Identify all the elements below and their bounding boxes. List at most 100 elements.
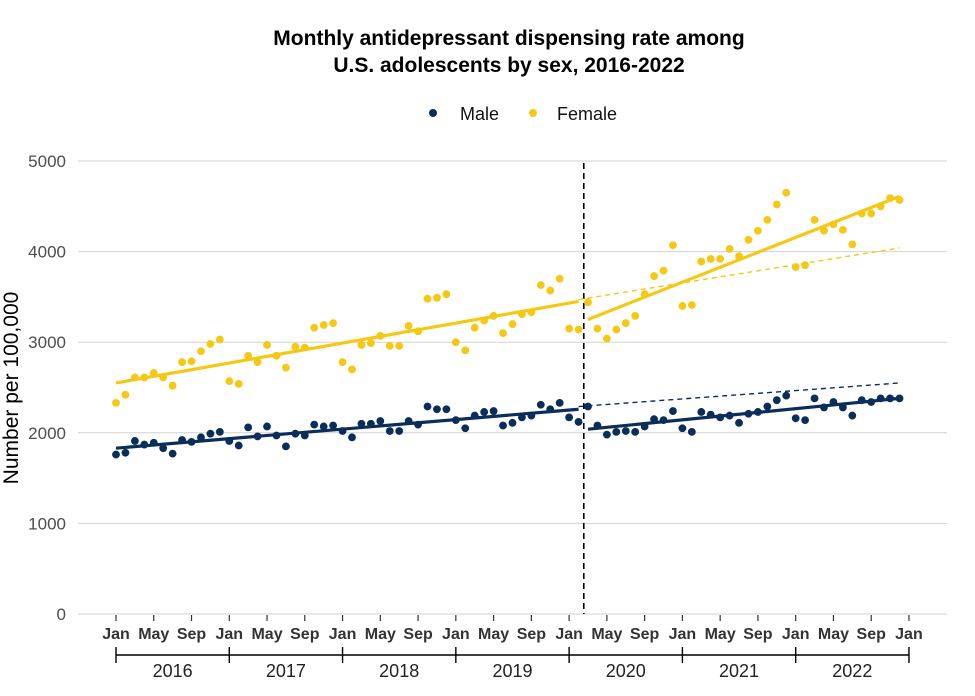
male-point-11: [215, 427, 224, 436]
male-point-67: [744, 409, 753, 418]
female-point-60: [678, 302, 687, 310]
male-point-78: [848, 411, 857, 420]
male-point-60: [678, 424, 687, 433]
female-point-64: [716, 254, 725, 263]
male-point-61: [687, 427, 696, 436]
female-point-75: [820, 226, 828, 235]
male-point-24: [338, 427, 347, 435]
male-point-75: [820, 403, 828, 412]
female-point-32: [414, 327, 422, 336]
male-point-3: [140, 440, 149, 449]
female-point-12: [225, 377, 234, 386]
male-point-66: [735, 418, 743, 427]
female-point-83: [895, 196, 904, 204]
female-point-9: [197, 347, 205, 356]
male-point-80: [867, 398, 876, 406]
female-point-78: [848, 240, 857, 249]
year-label-2018: 2018: [379, 661, 419, 681]
female-point-79: [857, 209, 866, 218]
female-trend-post: [587, 194, 901, 322]
year-label-2020: 2020: [606, 661, 646, 681]
x-axis: Jan May Sep Jan May Sep Jan May Sep Jan May Sep Jan M…: [102, 615, 923, 681]
male-trend-pre: [115, 407, 579, 450]
male-point-8: [187, 437, 196, 446]
female-counterfactual: [578, 247, 900, 301]
x-tick-label-20: Sep: [290, 626, 320, 643]
female-point-80: [867, 209, 876, 218]
male-point-6: [168, 449, 177, 458]
male-point-52: [602, 430, 611, 439]
female-point-52: [602, 334, 611, 343]
female-point-59: [669, 241, 677, 250]
female-point-55: [631, 312, 640, 320]
x-tick-label-0: Jan: [102, 626, 130, 643]
female-point-7: [178, 358, 186, 367]
x-tick-label-52: May: [591, 626, 622, 643]
male-point-70: [772, 396, 781, 405]
female-point-14: [244, 351, 253, 360]
female-point-3: [140, 373, 149, 382]
x-tick-label-36: Jan: [442, 626, 470, 643]
male-point-45: [536, 400, 545, 409]
male-point-68: [754, 408, 762, 416]
female-point-67: [744, 235, 753, 244]
female-point-11: [215, 335, 224, 344]
x-tick-label-24: Jan: [329, 626, 357, 643]
male-point-17: [272, 431, 281, 440]
male-point-43: [518, 413, 526, 422]
female-point-27: [366, 339, 375, 348]
male-point-40: [489, 407, 498, 415]
male-point-50: [584, 402, 592, 411]
female-point-62: [697, 257, 706, 266]
female-point-10: [206, 340, 215, 348]
male-point-72: [791, 414, 800, 423]
male-point-39: [480, 408, 489, 416]
male-point-65: [725, 411, 734, 420]
male-point-83: [895, 394, 904, 403]
x-tick-label-28: May: [365, 626, 396, 643]
trend-lines: [115, 194, 901, 450]
female-point-33: [423, 294, 432, 303]
male-point-69: [763, 402, 772, 411]
female-point-57: [650, 272, 658, 280]
male-point-63: [706, 410, 715, 419]
male-point-33: [423, 402, 432, 411]
x-tick-label-40: May: [478, 626, 509, 643]
male-point-81: [876, 394, 885, 403]
male-point-30: [395, 427, 404, 435]
female-point-54: [621, 319, 630, 328]
male-point-0: [112, 450, 120, 459]
y-axis-label: Number per 100,000: [0, 292, 23, 485]
male-point-37: [461, 424, 470, 433]
male-point-10: [206, 429, 215, 438]
year-label-2021: 2021: [719, 661, 759, 681]
female-point-63: [706, 254, 715, 263]
female-point-36: [451, 338, 460, 347]
female-point-47: [555, 274, 564, 283]
male-point-21: [310, 420, 319, 429]
female-point-22: [319, 321, 328, 329]
male-point-31: [404, 417, 413, 425]
x-tick-label-72: Jan: [782, 626, 810, 643]
female-point-69: [763, 215, 772, 224]
female-point-30: [395, 341, 404, 350]
female-point-23: [329, 319, 338, 328]
male-point-79: [857, 396, 866, 405]
female-point-76: [829, 220, 838, 229]
female-point-39: [480, 316, 489, 325]
female-point-31: [404, 321, 413, 330]
female-point-43: [518, 310, 526, 319]
male-point-29: [385, 427, 394, 435]
male-point-22: [319, 422, 328, 431]
female-point-40: [489, 312, 498, 320]
male-point-48: [565, 413, 574, 422]
female-point-37: [461, 346, 470, 355]
male-point-58: [659, 416, 668, 425]
female-point-16: [263, 341, 271, 349]
female-point-2: [130, 373, 139, 382]
data-points: [112, 188, 904, 459]
chart-title-line1: Monthly antidepressant dispensing rate a…: [273, 27, 744, 50]
male-point-25: [348, 433, 356, 442]
female-point-65: [725, 244, 734, 253]
